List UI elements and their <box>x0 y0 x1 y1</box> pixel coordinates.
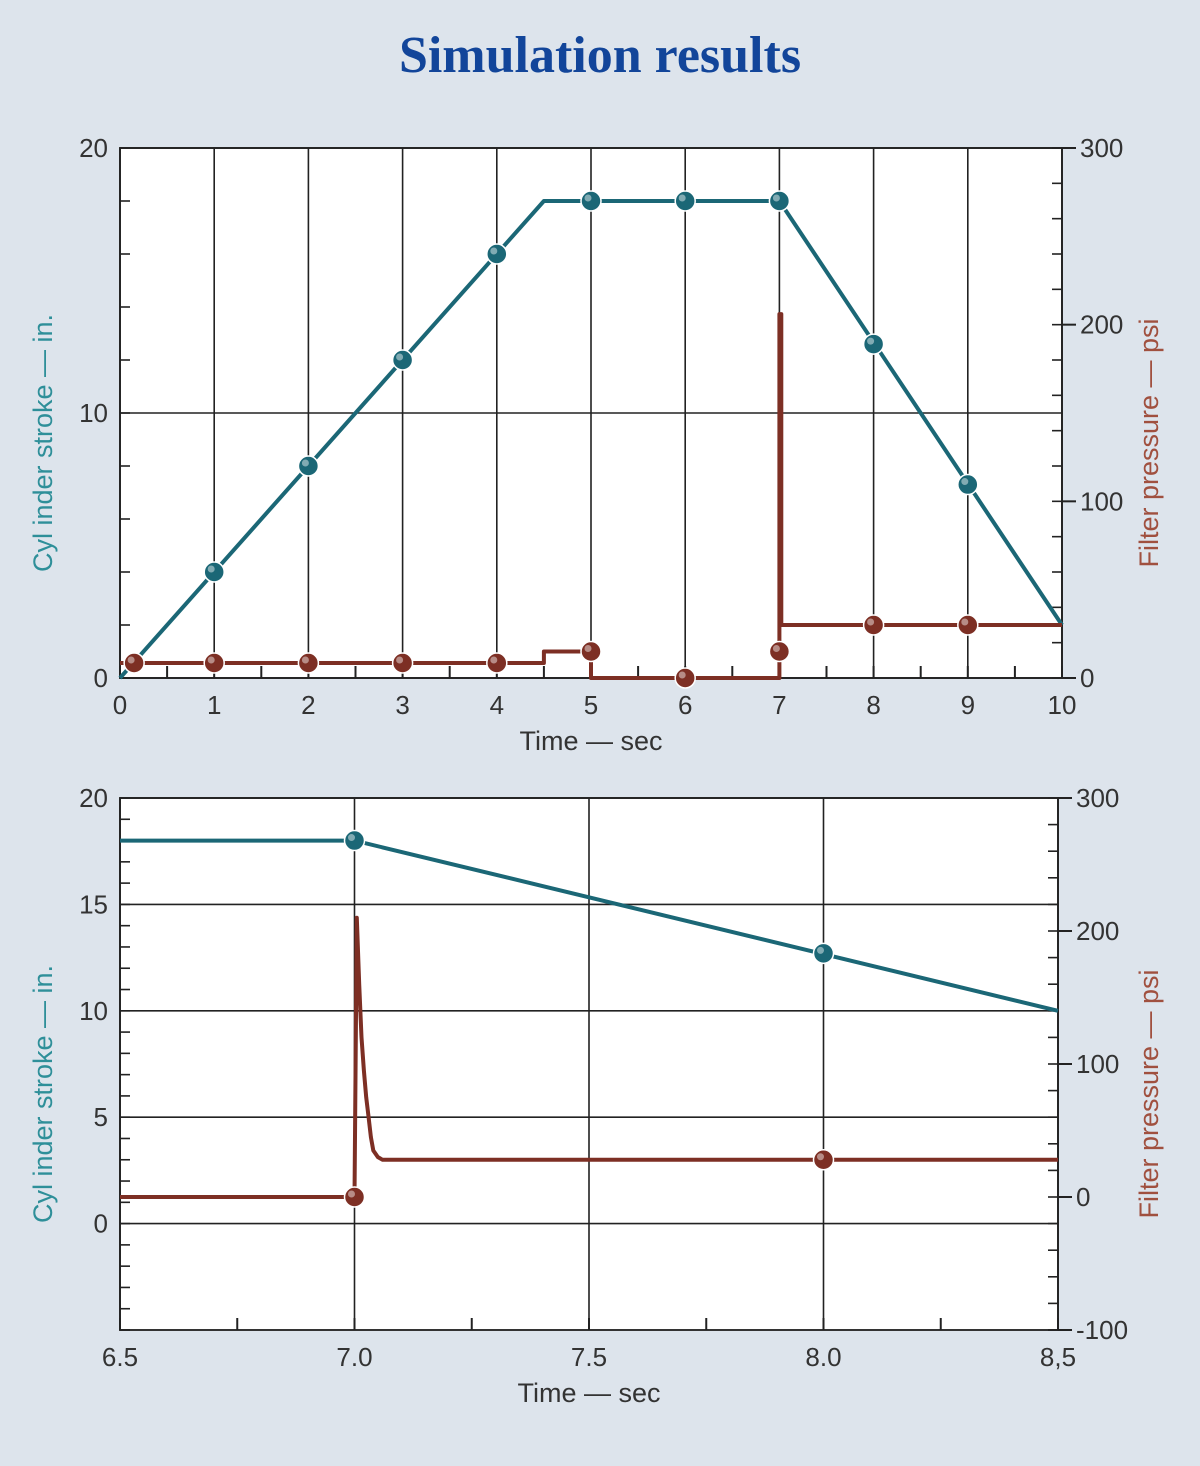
stroke-data-point <box>297 455 320 477</box>
x-tick-label: 8 <box>866 690 880 720</box>
y-left-tick-label: 0 <box>94 663 108 693</box>
x-tick-label: 7.5 <box>571 1342 607 1372</box>
data-point-highlight <box>348 834 355 842</box>
y-left-tick-label: 10 <box>79 398 108 428</box>
y-right-axis-title: Filter pressure — psi <box>1134 318 1164 567</box>
stroke-data-point <box>957 473 979 496</box>
chart-title: Simulation results <box>398 27 802 84</box>
x-tick-label: 4 <box>490 690 504 720</box>
stroke-data-point <box>580 190 602 212</box>
y-left-tick-label: 15 <box>79 889 108 919</box>
data-point-highlight <box>678 194 686 202</box>
x-tick-label: 5 <box>584 690 598 720</box>
pressure-data-point <box>343 1186 366 1208</box>
data-point-highlight <box>490 247 498 255</box>
data-point-highlight <box>207 656 215 664</box>
data-point-highlight <box>867 618 875 626</box>
y-right-tick-label: 200 <box>1076 916 1119 946</box>
y-right-tick-label: 300 <box>1080 133 1123 163</box>
y-left-axis-title: Cyl inder stroke — in. <box>28 314 58 572</box>
x-axis-title: Time — sec <box>517 1378 660 1408</box>
stroke-series-line <box>118 199 1064 680</box>
x-tick-label: 10 <box>1048 690 1077 720</box>
stroke-data-point <box>391 349 414 371</box>
data-point-highlight <box>396 656 404 664</box>
data-point-highlight <box>490 656 498 664</box>
y-right-tick-label: -100 <box>1076 1315 1128 1345</box>
data-point-highlight <box>348 1190 355 1198</box>
x-tick-label: 8,5 <box>1040 1342 1076 1372</box>
pressure-data-point <box>862 614 885 636</box>
stroke-data-point <box>486 243 508 265</box>
data-point-highlight <box>772 194 780 202</box>
data-point-highlight <box>772 645 780 652</box>
y-right-axis-title: Filter pressure — psi <box>1134 969 1164 1218</box>
stroke-data-point <box>812 942 835 965</box>
pressure-data-point <box>297 652 320 674</box>
y-right-tick-label: 0 <box>1076 1182 1090 1212</box>
y-right-tick-label: 300 <box>1076 783 1119 813</box>
pressure-data-point <box>768 640 791 663</box>
pressure-data-point <box>674 667 696 689</box>
x-tick-label: 1 <box>207 690 221 720</box>
data-point-highlight <box>961 618 969 626</box>
x-tick-label: 3 <box>395 690 409 720</box>
y-left-tick-label: 5 <box>94 1102 108 1132</box>
x-tick-label: 2 <box>301 690 315 720</box>
data-point-highlight <box>301 656 309 664</box>
data-point-highlight <box>961 478 969 486</box>
x-tick-label: 6.5 <box>102 1342 138 1372</box>
stroke-data-point <box>862 333 885 355</box>
stroke-data-point <box>203 561 225 583</box>
data-point-highlight <box>817 1153 824 1161</box>
stroke-data-point <box>674 190 696 212</box>
pressure-data-point <box>391 652 414 674</box>
y-right-tick-label: 100 <box>1076 1049 1119 1079</box>
y-left-axis-title: Cyl inder stroke — in. <box>28 965 58 1223</box>
data-point-highlight <box>584 194 592 202</box>
x-tick-label: 9 <box>961 690 975 720</box>
pressure-data-point <box>957 614 979 636</box>
y-right-tick-label: 200 <box>1080 310 1123 340</box>
stroke-data-point <box>768 190 791 212</box>
pressure-data-point <box>486 652 508 674</box>
data-point-highlight <box>396 353 404 361</box>
data-point-highlight <box>867 337 875 345</box>
data-point-highlight <box>584 645 592 652</box>
pressure-data-point <box>580 640 602 663</box>
chart-panel-2: 6.5 7.0 7.5 8.0 8,5 0 5 10 15 20 -100 0 100 200 300 Tim… <box>28 783 1164 1408</box>
x-tick-label: 7 <box>772 690 786 720</box>
x-tick-label: 6 <box>678 690 692 720</box>
pressure-data-point <box>203 652 225 674</box>
y-right-tick-label: 0 <box>1080 663 1094 693</box>
data-point-highlight <box>207 565 215 573</box>
x-tick-label: 7.0 <box>336 1342 372 1372</box>
data-point-highlight <box>127 656 135 664</box>
x-tick-label: 8.0 <box>805 1342 841 1372</box>
data-point-highlight <box>301 459 309 467</box>
x-tick-label: 0 <box>113 690 127 720</box>
stroke-data-point <box>343 829 366 852</box>
x-axis-title: Time — sec <box>519 726 662 756</box>
y-right-tick-label: 100 <box>1080 486 1123 516</box>
y-left-tick-label: 20 <box>79 783 108 813</box>
y-left-tick-label: 20 <box>79 133 108 163</box>
pressure-series-line <box>120 915 1058 1199</box>
data-point-highlight <box>817 946 824 954</box>
pressure-data-point <box>123 652 145 674</box>
pressure-data-point <box>812 1149 835 1171</box>
y-left-tick-label: 0 <box>94 1209 108 1239</box>
y-left-tick-label: 10 <box>79 996 108 1026</box>
data-point-highlight <box>678 671 686 679</box>
